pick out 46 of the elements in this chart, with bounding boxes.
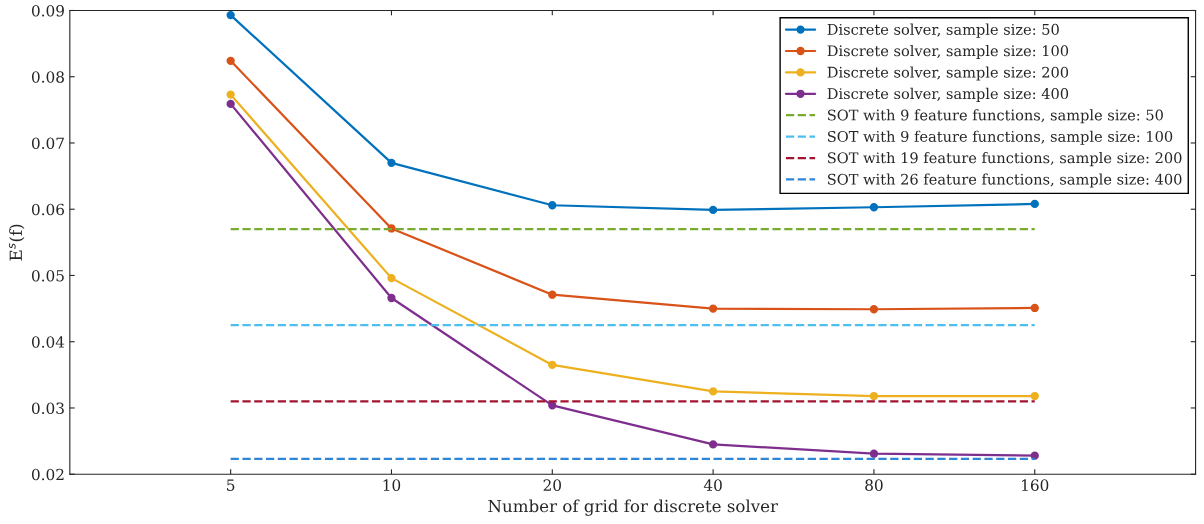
- x-tick-label: 10: [383, 479, 401, 491]
- legend-label: SOT with 9 feature functions, sample size: 100: [828, 130, 1173, 145]
- x-tick-label: 20: [543, 479, 561, 491]
- legend-label: Discrete solver, sample size: 50: [827, 23, 1059, 38]
- y-tick-label: 0.02: [31, 468, 64, 481]
- point: [708, 205, 718, 215]
- y-tick-label: 0.04: [31, 336, 65, 348]
- point: [226, 90, 235, 99]
- legend-label: Discrete solver, sample size: 100: [827, 45, 1069, 60]
- legend-label: SOT with 19 feature functions, sample size: 200: [828, 152, 1182, 167]
- x-tick-label: 160: [1022, 479, 1049, 491]
- legend-label: Discrete solver, sample size: 200: [827, 66, 1069, 81]
- point: [869, 203, 879, 212]
- point: [869, 391, 879, 401]
- point: [387, 293, 396, 303]
- y-tick-label: 0.09: [31, 4, 64, 17]
- y-tick-label: 0.07: [31, 137, 64, 149]
- x-tick-label: 40: [703, 479, 722, 491]
- point: [708, 304, 718, 313]
- point: [548, 290, 557, 299]
- y-tick-label: 0.03: [31, 402, 64, 414]
- point: [869, 449, 879, 458]
- point: [1030, 391, 1039, 401]
- y-tick-label: 0.06: [31, 203, 65, 216]
- x-tick-label: 80: [865, 479, 883, 491]
- point: [708, 387, 718, 396]
- y-tick-label: 0.05: [31, 269, 64, 282]
- point: [869, 305, 879, 314]
- legend-label: SOT with 26 feature functions, sample size: 400: [828, 173, 1182, 188]
- point: [708, 440, 718, 449]
- legend-label: Discrete solver, sample size: 400: [827, 87, 1069, 102]
- legend-label: SOT with 9 feature functions, sample size: 50: [828, 109, 1163, 124]
- point: [548, 360, 557, 370]
- point: [548, 401, 557, 410]
- point: [226, 10, 235, 20]
- point: [548, 201, 557, 210]
- y-axis-title: E$^{s}$(f): [8, 224, 25, 261]
- point: [387, 158, 396, 168]
- y-tick-label: 0.08: [31, 71, 64, 83]
- point: [226, 99, 235, 109]
- point: [1030, 303, 1039, 313]
- point: [1030, 199, 1039, 209]
- x-axis-title: Number of grid for discrete solver: [488, 499, 778, 516]
- point: [387, 273, 396, 283]
- point: [226, 56, 235, 65]
- x-tick-label: 5: [227, 479, 235, 491]
